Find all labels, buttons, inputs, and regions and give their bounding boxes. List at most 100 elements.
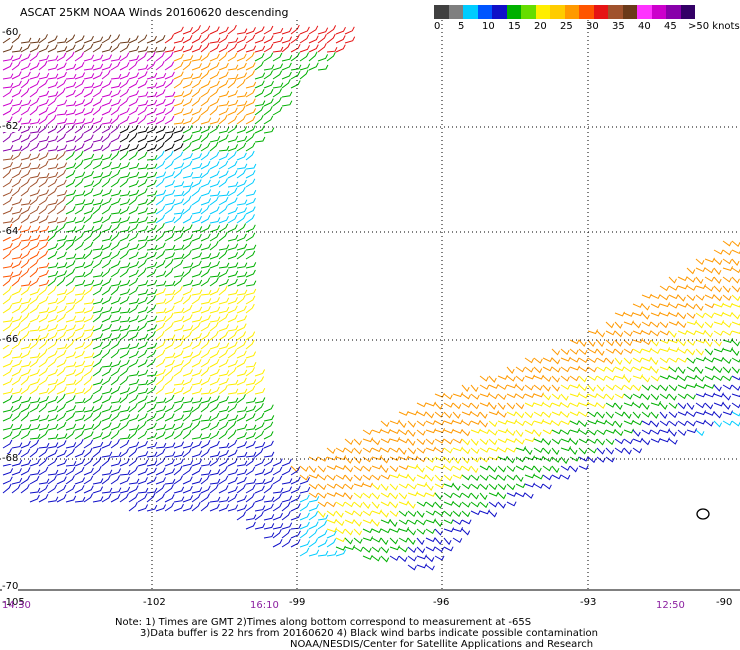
wind-barb xyxy=(65,304,76,314)
wind-barb xyxy=(407,564,417,571)
wind-barb xyxy=(137,64,149,71)
wind-barb xyxy=(146,295,156,305)
wind-barb xyxy=(146,492,156,503)
wind-barb xyxy=(38,339,48,350)
wind-barb xyxy=(20,99,32,107)
wind-barb xyxy=(164,394,175,404)
wind-barb xyxy=(227,379,239,386)
wind-barb xyxy=(56,262,68,269)
wind-barb xyxy=(533,465,542,473)
wind-barb xyxy=(470,411,481,418)
wind-barb xyxy=(2,439,13,449)
wind-barb xyxy=(326,527,338,533)
wind-barb xyxy=(245,27,256,35)
wind-barb xyxy=(209,306,221,314)
wind-barb xyxy=(542,366,553,372)
wind-barb xyxy=(317,456,328,462)
wind-barb xyxy=(164,289,176,296)
wind-barb xyxy=(713,375,724,382)
wind-barb xyxy=(506,411,517,417)
wind-barb xyxy=(677,339,687,347)
wind-barb xyxy=(686,402,695,411)
wind-barb xyxy=(11,169,22,179)
wind-barb xyxy=(47,484,58,494)
wind-barb xyxy=(281,495,293,503)
wind-barb xyxy=(578,339,587,347)
wind-barb xyxy=(245,514,257,521)
wind-barb xyxy=(272,36,284,44)
wind-barb xyxy=(92,486,104,494)
wind-barb xyxy=(128,478,140,485)
wind-barb xyxy=(407,455,418,461)
wind-barb xyxy=(74,52,85,62)
wind-barb xyxy=(137,359,148,368)
wind-barb xyxy=(2,316,14,323)
wind-barb xyxy=(236,451,248,458)
wind-barb xyxy=(29,52,39,62)
wind-barb xyxy=(506,429,516,436)
wind-barb xyxy=(443,537,452,546)
wind-barb xyxy=(92,224,103,233)
wind-barb xyxy=(47,199,59,206)
wind-barb xyxy=(101,177,111,188)
wind-barb xyxy=(218,71,229,80)
wind-barb xyxy=(200,388,212,395)
wind-barb xyxy=(2,242,13,251)
wind-barb xyxy=(137,71,148,80)
wind-barb xyxy=(650,393,660,401)
wind-barb xyxy=(326,51,336,62)
wind-barb xyxy=(218,465,228,476)
wind-barb xyxy=(29,334,41,341)
wind-barb xyxy=(110,325,122,332)
wind-barb xyxy=(209,252,220,260)
wind-barb xyxy=(137,134,148,143)
wind-barb xyxy=(92,447,102,458)
wind-barb xyxy=(695,312,706,319)
wind-barb xyxy=(137,91,149,98)
wind-barb xyxy=(65,315,77,323)
wind-barb xyxy=(38,314,49,323)
wind-barb xyxy=(470,428,481,434)
wind-barb xyxy=(29,295,39,305)
colorbar-swatch xyxy=(434,5,449,19)
wind-barb xyxy=(56,189,68,197)
wind-barb xyxy=(38,262,50,269)
wind-barb xyxy=(47,97,57,107)
wind-barb xyxy=(128,144,139,152)
wind-barb xyxy=(65,196,75,206)
wind-barb xyxy=(56,421,67,431)
wind-barb xyxy=(236,406,248,413)
wind-barb xyxy=(191,440,202,449)
wind-barb xyxy=(209,368,220,377)
wind-barb xyxy=(164,423,176,431)
wind-barb xyxy=(245,70,256,80)
wind-barb xyxy=(443,492,454,499)
wind-barb xyxy=(92,279,104,287)
wind-barb xyxy=(38,241,49,251)
wind-barb xyxy=(119,324,131,332)
wind-barb xyxy=(713,330,724,336)
wind-barb xyxy=(128,217,140,224)
wind-barb xyxy=(596,366,607,372)
wind-barb xyxy=(398,537,409,543)
wind-barb xyxy=(236,423,248,431)
wind-barb xyxy=(317,54,329,62)
wind-barb xyxy=(470,492,479,500)
wind-barb xyxy=(155,250,166,260)
wind-barb xyxy=(452,465,463,471)
wind-barb xyxy=(119,414,131,422)
wind-barb xyxy=(227,449,238,458)
wind-barb xyxy=(74,88,85,98)
wind-barb xyxy=(353,482,365,488)
wind-barb xyxy=(173,208,185,215)
wind-barb xyxy=(146,171,158,179)
wind-barb xyxy=(551,375,560,383)
wind-barb xyxy=(29,178,40,188)
wind-barb xyxy=(263,70,274,80)
wind-barb xyxy=(29,469,41,476)
wind-barb xyxy=(218,331,229,341)
wind-barb xyxy=(722,375,733,382)
wind-barb xyxy=(65,388,77,395)
wind-barb xyxy=(362,474,372,481)
wind-barb xyxy=(371,428,382,434)
